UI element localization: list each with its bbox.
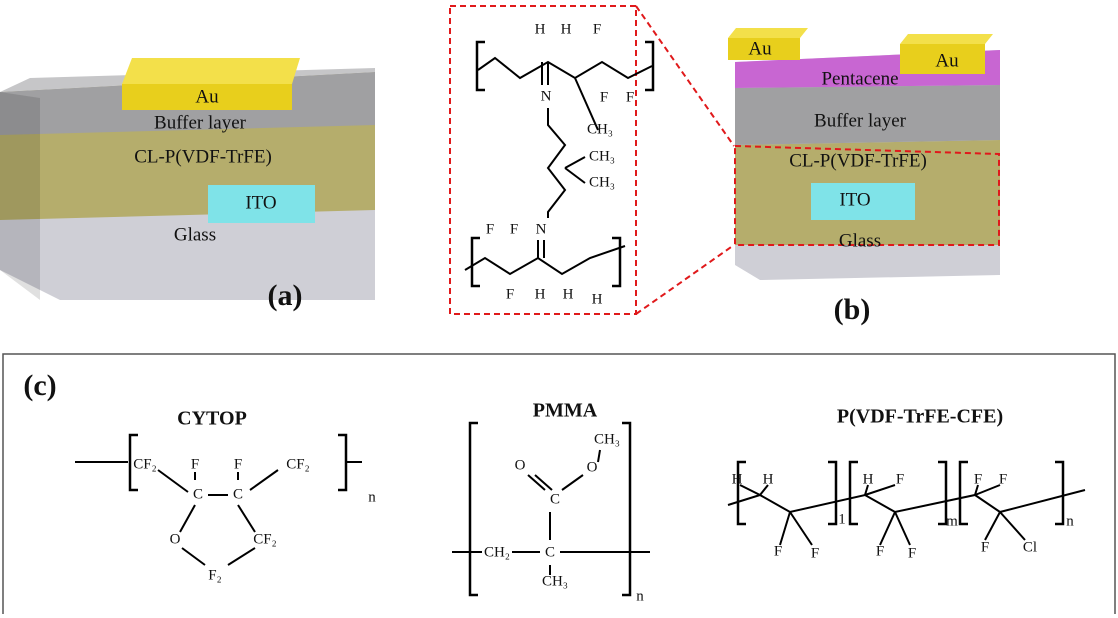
- au-block: [122, 84, 292, 110]
- polymer-name: P(VDF-TrFE-CFE): [837, 406, 1003, 428]
- dielectric-label: CL-P(VDF-TrFE): [134, 146, 272, 167]
- panel-label: (c): [23, 369, 56, 402]
- bond: [464, 240, 626, 276]
- glass-label: Glass: [174, 224, 216, 245]
- ito-block: [208, 185, 315, 223]
- atom: F₂: [208, 567, 222, 583]
- au-top: [728, 28, 808, 38]
- atom: H: [535, 286, 546, 302]
- pentacene-label: Pentacene: [821, 68, 898, 89]
- bracket: [736, 460, 1065, 526]
- atom: H: [561, 21, 572, 37]
- atom: F: [593, 21, 601, 37]
- atom: F: [510, 221, 518, 237]
- atom: n: [368, 489, 376, 505]
- atom: CF₂: [253, 531, 277, 547]
- atom: F: [999, 471, 1007, 487]
- atom: C: [545, 544, 555, 560]
- polymer-name: CYTOP: [177, 408, 247, 430]
- atom: F: [981, 539, 989, 555]
- atom: O: [515, 457, 526, 473]
- atom: n: [1066, 513, 1074, 529]
- zoom-line: [635, 5, 735, 147]
- atom: H: [563, 286, 574, 302]
- atom: F: [774, 543, 782, 559]
- atom: H: [535, 21, 546, 37]
- atom: F: [191, 456, 199, 472]
- atom: CF₂: [286, 456, 310, 472]
- device-a: Au Buffer layer CL-P(VDF-TrFE) ITO Glass…: [0, 58, 375, 312]
- atom: CH₃: [594, 431, 620, 447]
- ito-label: ITO: [245, 192, 276, 213]
- atom: F: [506, 286, 514, 302]
- atom: CH₃: [542, 573, 568, 589]
- atom: O: [170, 531, 181, 547]
- au-block: [900, 44, 985, 74]
- atom: C: [193, 486, 203, 502]
- buffer-layer: [735, 85, 1000, 145]
- au-label: Au: [195, 86, 219, 107]
- inset-frame: [449, 5, 637, 315]
- bracket: [468, 421, 632, 597]
- buffer-label: Buffer layer: [154, 112, 247, 133]
- atom: O: [587, 459, 598, 475]
- au-label: Au: [748, 38, 772, 59]
- au-top: [122, 58, 300, 84]
- buffer-label: Buffer layer: [814, 110, 907, 131]
- bracket: [470, 236, 622, 288]
- atom: F: [896, 471, 904, 487]
- bond: [477, 56, 653, 218]
- atom: F: [974, 471, 982, 487]
- panel-frame: [2, 353, 1116, 614]
- atom: n: [636, 588, 644, 604]
- atom: CH₃: [589, 148, 615, 164]
- device-b: Au Au Pentacene Buffer layer CL-P(VDF-Tr…: [728, 28, 1000, 326]
- zoom-line: [635, 244, 735, 315]
- au-label: Au: [935, 50, 959, 71]
- au-top: [900, 34, 993, 44]
- atom: H: [863, 471, 874, 487]
- atom: CH₂: [484, 544, 510, 560]
- atom: 1: [838, 511, 846, 527]
- atom: H: [592, 291, 603, 307]
- panel-label: (b): [834, 293, 871, 326]
- atom: F: [234, 456, 242, 472]
- glass-label: Glass: [839, 230, 881, 251]
- highlight-frame: [734, 144, 1000, 246]
- atom: N: [536, 221, 547, 237]
- atom: H: [763, 471, 774, 487]
- au-block: [728, 38, 800, 60]
- atom: F: [626, 89, 634, 105]
- atom: F: [908, 545, 916, 561]
- bond: [452, 449, 650, 575]
- atom: CH₃: [587, 121, 613, 137]
- dielectric-label: CL-P(VDF-TrFE): [789, 150, 927, 171]
- bond: [75, 461, 362, 566]
- atom: m: [946, 513, 958, 529]
- panel-label: (a): [268, 279, 303, 312]
- bond: [727, 484, 1086, 546]
- atom: F: [486, 221, 494, 237]
- crosslinker-inset: H H F F F N CH₃ CH₃ CH₃ N F F F H H H: [449, 5, 735, 315]
- atom: C: [233, 486, 243, 502]
- atom: CH₃: [589, 174, 615, 190]
- bracket: [475, 40, 655, 92]
- side-shade: [0, 92, 40, 300]
- atom: H: [732, 471, 743, 487]
- atom: Cl: [1023, 539, 1037, 555]
- polymer-name: PMMA: [533, 400, 598, 422]
- atom: F: [811, 545, 819, 561]
- ito-block: [811, 183, 915, 220]
- panel-c: (c) CYTOP CF₂ F F CF₂ C C O CF₂ F₂ n PMM…: [2, 353, 1116, 614]
- atom: F: [876, 543, 884, 559]
- atom: CF₂: [133, 456, 157, 472]
- atom: C: [550, 491, 560, 507]
- ito-label: ITO: [839, 189, 870, 210]
- atom: F: [600, 89, 608, 105]
- atom: N: [541, 88, 552, 104]
